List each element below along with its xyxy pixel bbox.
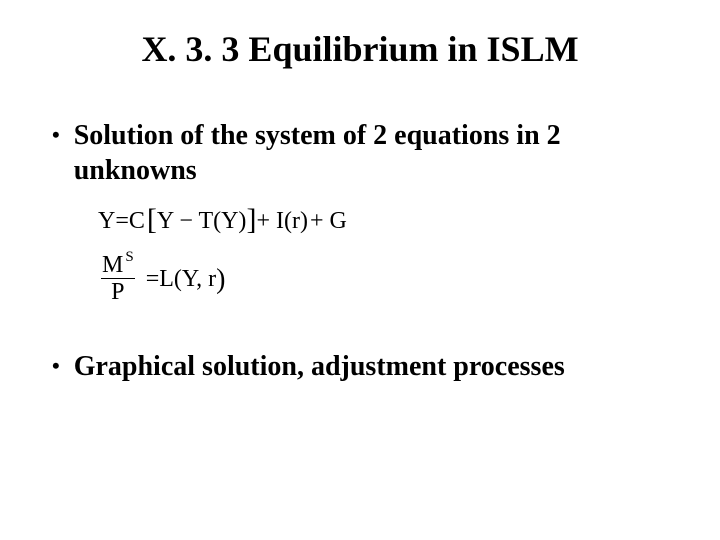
eq1-c: C bbox=[129, 208, 145, 235]
eq1-rbracket: ] bbox=[246, 203, 256, 237]
equation-block: Y = C [ Y − T(Y) ] + I(r) + G MS P = L(Y… bbox=[98, 204, 672, 307]
eq2-close-paren: ) bbox=[216, 264, 225, 296]
eq2-equals: = bbox=[146, 266, 160, 293]
eq2-superscript-s: S bbox=[125, 249, 133, 265]
eq2-rhs: L(Y, r bbox=[159, 266, 216, 293]
eq1-plus-i: + I(r) bbox=[256, 208, 308, 235]
eq2-m: M bbox=[102, 252, 123, 278]
bullet-2: • Graphical solution, adjustment process… bbox=[48, 349, 672, 384]
equation-2: MS P = L(Y, r ) bbox=[98, 252, 672, 307]
eq2-denominator: P bbox=[101, 278, 134, 307]
eq2-numerator: MS bbox=[98, 252, 138, 278]
bullet-1-text: Solution of the system of 2 equations in… bbox=[74, 118, 672, 188]
eq1-lbracket: [ bbox=[147, 203, 157, 237]
bullet-dot-icon: • bbox=[52, 118, 60, 152]
bullet-2-text: Graphical solution, adjustment processes bbox=[74, 349, 672, 384]
bullet-dot-icon: • bbox=[52, 349, 60, 383]
bullet-1: • Solution of the system of 2 equations … bbox=[48, 118, 672, 188]
eq1-plus-g: + G bbox=[310, 208, 347, 235]
eq2-fraction: MS P bbox=[98, 252, 138, 307]
eq1-inner: Y − T(Y) bbox=[157, 208, 247, 235]
eq1-equals: = bbox=[115, 208, 129, 235]
slide-title: X. 3. 3 Equilibrium in ISLM bbox=[48, 28, 672, 70]
eq1-lhs: Y bbox=[98, 208, 115, 235]
equation-1: Y = C [ Y − T(Y) ] + I(r) + G bbox=[98, 204, 672, 238]
